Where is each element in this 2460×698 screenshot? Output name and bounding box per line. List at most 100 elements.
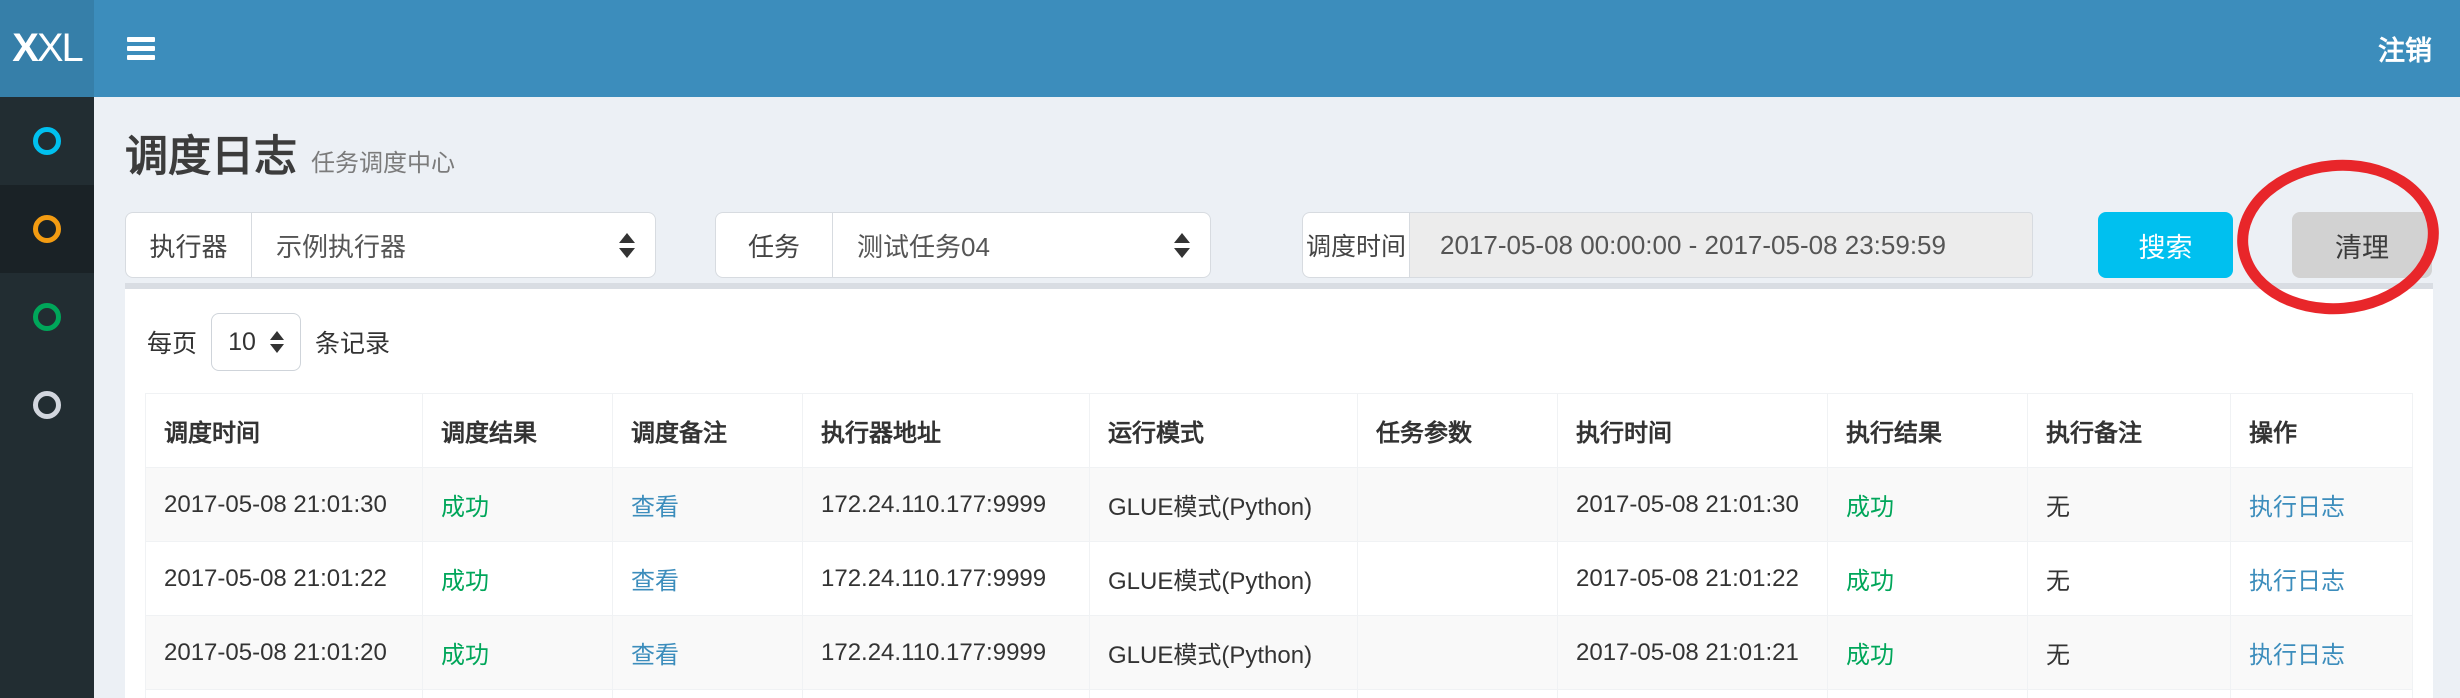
cell-run-mode: GLUE模式(Python) [1089, 615, 1358, 690]
cell-executor-address: 172.24.110.177:9999 [802, 615, 1090, 690]
time-range-value: 2017-05-08 00:00:00 - 2017-05-08 23:59:5… [1440, 229, 1946, 260]
cell-dispatch-time: 2017-05-08 21:01:22 [145, 541, 423, 616]
page-subtitle-text: 任务调度中心 [311, 150, 455, 177]
cell-dispatch-result: 成功 [422, 541, 613, 616]
cell-exec-time: 2017-05-08 21:01:22 [1557, 541, 1828, 616]
search-button[interactable]: 搜索 [2098, 212, 2233, 278]
log-panel: 每页 10 条记录 调度时间 调度结果 调度备注 执行器地址 [125, 283, 2433, 698]
col-header-job-params: 任务参数 [1357, 393, 1558, 468]
col-header-dispatch-result: 调度结果 [422, 393, 613, 468]
sidebar-item-2-active[interactable] [0, 185, 94, 273]
page-size-value: 10 [228, 327, 256, 356]
col-header-run-mode: 运行模式 [1089, 393, 1358, 468]
exec-log-link[interactable]: 执行日志 [2249, 568, 2345, 595]
page-title-text: 调度日志 [125, 133, 297, 181]
cell-exec-result: 成功 [1827, 615, 2028, 690]
table-row: 2017-05-08 21:01:22 成功 查看 172.24.110.177… [145, 541, 2413, 616]
cell-dispatch-result [422, 689, 613, 698]
cell-job-params [1357, 615, 1558, 690]
clear-button[interactable]: 清理 [2292, 212, 2432, 278]
cell-dispatch-result: 成功 [422, 467, 613, 542]
circle-outline-icon [33, 391, 61, 419]
cell-dispatch-result: 成功 [422, 615, 613, 690]
cell-job-params [1357, 541, 1558, 616]
main-area: 调度日志 任务调度中心 执行器 示例执行器 任务 测试任务04 调度时间 [0, 97, 2460, 698]
job-select[interactable]: 测试任务04 [832, 212, 1211, 278]
sidebar-item-4[interactable] [0, 361, 94, 449]
time-range-input[interactable]: 2017-05-08 00:00:00 - 2017-05-08 23:59:5… [1409, 212, 2033, 278]
executor-select[interactable]: 示例执行器 [251, 212, 656, 278]
sidebar-item-3[interactable] [0, 273, 94, 361]
cell-exec-time: 2017-05-08 21:01:30 [1557, 467, 1828, 542]
cell-exec-note: 无 [2027, 541, 2231, 616]
cell-exec-note: 无 [2027, 615, 2231, 690]
cell-dispatch-time: 2017-05-08 21:01:20 [145, 615, 423, 690]
cell-exec-result: 成功 [1827, 467, 2028, 542]
cell-exec-time: 2017-05-08 21:01:21 [1557, 615, 1828, 690]
cell-run-mode [1089, 689, 1358, 698]
cell-exec-result: 成功 [1827, 541, 2028, 616]
col-header-action: 操作 [2230, 393, 2413, 468]
exec-log-link[interactable]: 执行日志 [2249, 494, 2345, 521]
cell-exec-note [2027, 689, 2231, 698]
cell-dispatch-time [145, 689, 423, 698]
col-header-exec-result: 执行结果 [1827, 393, 2028, 468]
cell-dispatch-note [612, 689, 803, 698]
view-note-link[interactable]: 查看 [631, 642, 679, 669]
hamburger-bar [127, 37, 155, 42]
sidebar [0, 97, 94, 698]
page-size-select[interactable]: 10 [211, 313, 302, 371]
col-header-exec-note: 执行备注 [2027, 393, 2231, 468]
executor-select-value: 示例执行器 [276, 231, 407, 262]
circle-outline-icon [33, 127, 61, 155]
job-filter-label: 任务 [715, 212, 832, 278]
select-arrows-icon [1174, 232, 1190, 258]
select-arrows-icon [269, 331, 284, 353]
page-title: 调度日志 任务调度中心 [125, 122, 2433, 181]
circle-outline-icon [33, 303, 61, 331]
circle-outline-icon [33, 215, 61, 243]
sidebar-item-1[interactable] [0, 97, 94, 185]
col-header-dispatch-time: 调度时间 [145, 393, 423, 468]
log-table: 调度时间 调度结果 调度备注 执行器地址 运行模式 任务参数 执行时间 执行结果… [145, 393, 2413, 698]
cell-job-params [1357, 467, 1558, 542]
executor-filter-group: 执行器 示例执行器 [125, 212, 656, 278]
cell-executor-address: 172.24.110.177:9999 [802, 467, 1090, 542]
hamburger-bar [127, 46, 155, 51]
cell-run-mode: GLUE模式(Python) [1089, 467, 1358, 542]
col-header-exec-time: 执行时间 [1557, 393, 1828, 468]
col-header-dispatch-note: 调度备注 [612, 393, 803, 468]
job-select-value: 测试任务04 [857, 231, 990, 262]
exec-log-link[interactable]: 执行日志 [2249, 642, 2345, 669]
cell-executor-address: 172.24.110.177:9999 [802, 541, 1090, 616]
table-row: 2017-05-08 21:01:20 成功 查看 172.24.110.177… [145, 615, 2413, 690]
page-size-control: 每页 10 条记录 [147, 313, 2413, 371]
content-area: 调度日志 任务调度中心 执行器 示例执行器 任务 测试任务04 调度时间 [94, 97, 2460, 698]
cell-exec-time [1557, 689, 1828, 698]
logo-text: XL [36, 26, 84, 70]
page-size-suffix: 条记录 [315, 330, 391, 358]
col-header-executor-address: 执行器地址 [802, 393, 1090, 468]
sidebar-toggle-hamburger-icon[interactable] [121, 27, 161, 70]
table-row-partial [145, 689, 2413, 698]
logout-link[interactable]: 注销 [2378, 36, 2432, 66]
cell-job-params [1357, 689, 1558, 698]
table-row: 2017-05-08 21:01:30 成功 查看 172.24.110.177… [145, 467, 2413, 542]
top-navbar: X XL 注销 [0, 0, 2460, 97]
view-note-link[interactable]: 查看 [631, 568, 679, 595]
time-filter-label: 调度时间 [1302, 212, 1409, 278]
cell-dispatch-time: 2017-05-08 21:01:30 [145, 467, 423, 542]
time-filter-group: 调度时间 2017-05-08 00:00:00 - 2017-05-08 23… [1302, 212, 2033, 278]
view-note-link[interactable]: 查看 [631, 494, 679, 521]
app-logo[interactable]: X XL [0, 0, 94, 97]
table-header-row: 调度时间 调度结果 调度备注 执行器地址 运行模式 任务参数 执行时间 执行结果… [145, 393, 2413, 468]
hamburger-bar [127, 55, 155, 60]
page-size-prefix: 每页 [147, 330, 198, 358]
cell-action [2230, 689, 2413, 698]
job-filter-group: 任务 测试任务04 [715, 212, 1211, 278]
cell-exec-note: 无 [2027, 467, 2231, 542]
select-arrows-icon [619, 232, 635, 258]
filter-toolbar: 执行器 示例执行器 任务 测试任务04 调度时间 2017-05-08 00:0… [125, 212, 2433, 278]
cell-run-mode: GLUE模式(Python) [1089, 541, 1358, 616]
logo-text-bold: X [12, 26, 39, 70]
